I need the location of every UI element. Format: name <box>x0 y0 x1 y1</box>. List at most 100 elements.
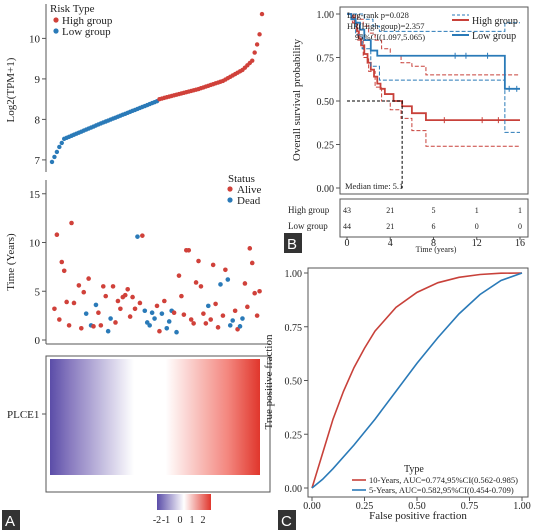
status-point-alive <box>191 321 196 326</box>
roc-curve-5-years <box>311 272 523 489</box>
km-risk-cell: 6 <box>432 222 436 231</box>
km-logrank-text: Log-rank p=0.028 <box>347 10 409 20</box>
status-point-alive <box>210 262 216 268</box>
status-point-alive <box>71 300 77 306</box>
risk-legend-high: High group <box>62 15 113 27</box>
roc-x-label: False positive fraction <box>369 510 467 522</box>
panel-tag-a: A <box>5 513 15 530</box>
roc-y-tick-label: 1.00 <box>285 269 303 280</box>
status-point-alive <box>137 300 143 306</box>
km-risk-cell: 21 <box>386 206 394 215</box>
roc-x-tick-label: 0.50 <box>408 501 426 512</box>
heatmap-key-tick: 0 <box>178 515 183 526</box>
status-point-alive <box>127 314 133 319</box>
heatmap-row-label: PLCE1 <box>7 409 39 421</box>
status-legend-marker-alive <box>227 186 233 192</box>
roc-legend-title: Type <box>404 464 424 475</box>
status-point-alive <box>198 284 204 289</box>
km-hr-text: HR(High goup)=2.357 <box>347 21 425 31</box>
km-y-tick-label: 1.00 <box>317 10 335 21</box>
km-x-tick-label: 16 <box>515 238 525 249</box>
km-risk-cell: 21 <box>386 222 394 231</box>
status-point-alive <box>81 289 87 295</box>
status-point-alive <box>154 303 160 309</box>
status-point-alive <box>69 220 74 226</box>
status-point-alive <box>201 311 206 316</box>
status-point-dead <box>159 311 165 316</box>
status-point-dead <box>237 324 243 329</box>
km-risk-cell: 1 <box>475 206 479 215</box>
status-point-alive <box>196 258 201 264</box>
status-point-alive <box>57 317 62 322</box>
status-point-dead <box>93 302 99 308</box>
roc-panel: True positive fraction 0.00 0.25 0.50 0.75 1… <box>263 267 531 522</box>
status-point-alive <box>186 248 192 253</box>
status-point-alive <box>220 313 226 318</box>
heatmap-color-key <box>157 494 211 510</box>
status-point-alive <box>249 260 255 266</box>
status-point-alive <box>91 324 96 329</box>
heatmap-frame <box>45 355 271 493</box>
risk-y-tick-label: 9 <box>35 74 41 86</box>
status-point-alive <box>103 293 109 299</box>
status-legend-marker-dead <box>227 197 233 203</box>
status-point-alive <box>118 306 123 312</box>
status-point-alive <box>66 323 72 328</box>
roc-legend-5y: 5-Years, AUC=0.582,95%CI(0.454-0.709) <box>369 485 514 495</box>
roc-x-tick-label: 0.25 <box>356 501 374 512</box>
roc-y-label: True positive fraction <box>263 334 275 429</box>
km-x-ticks: 0 4 8 12 16 <box>345 237 525 249</box>
status-point-dead <box>135 234 140 239</box>
km-ci-lower-low <box>347 13 520 133</box>
km-risk-cell: 43 <box>343 206 351 215</box>
km-risk-cell: 0 <box>475 222 479 231</box>
status-point-alive <box>52 306 57 312</box>
status-y-tick-label: 15 <box>29 189 41 201</box>
status-point-dead <box>240 316 245 321</box>
km-risk-table-frame <box>339 198 529 238</box>
km-x-tick-label: 0 <box>345 238 350 249</box>
status-point-alive <box>247 246 253 251</box>
status-point-alive <box>130 294 135 300</box>
roc-x-tick-label: 0.00 <box>303 501 321 512</box>
status-point-alive <box>162 298 167 304</box>
km-ci-upper-low <box>347 13 520 32</box>
km-x-tick-label: 4 <box>388 238 393 249</box>
status-point-alive <box>79 326 84 331</box>
risk-point <box>252 50 257 55</box>
roc-y-tick-label: 0.00 <box>285 484 303 495</box>
status-point-alive <box>257 288 262 294</box>
km-legend: High group Low group <box>452 14 518 42</box>
km-risk-label-low: Low group <box>288 221 328 231</box>
risk-y-label: Log2(TPM+1) <box>5 57 17 122</box>
risk-legend-low: Low group <box>62 26 111 38</box>
status-point-alive <box>110 284 116 289</box>
status-point-dead <box>174 329 179 335</box>
heatmap-key-tick: -1 <box>162 515 170 526</box>
status-point-alive <box>203 321 209 326</box>
km-legend-high: High group <box>472 16 518 27</box>
status-point-alive <box>140 233 145 238</box>
km-legend-low: Low group <box>472 31 516 42</box>
risk-point <box>257 32 262 37</box>
status-point-alive <box>181 312 187 317</box>
status-point-alive <box>86 276 91 281</box>
km-y-tick-label: 0.25 <box>317 141 335 152</box>
risk-legend-marker-low <box>53 28 59 34</box>
status-y-tick-label: 0 <box>35 335 41 347</box>
status-point-alive <box>125 287 130 292</box>
km-risk-cell: 1 <box>518 206 522 215</box>
roc-y-tick-label: 0.75 <box>285 323 303 334</box>
km-curve-low <box>347 13 520 90</box>
risk-point <box>259 11 265 17</box>
status-point-alive <box>76 283 82 288</box>
heatmap-key-ticks: -2 -1 0 1 2 <box>153 515 206 526</box>
heatmap-key-tick: 1 <box>190 515 195 526</box>
status-point-alive <box>193 280 199 285</box>
heatmap-key-tick: 2 <box>201 515 206 526</box>
status-point-alive <box>171 310 177 316</box>
roc-y-tick-label: 0.50 <box>285 377 303 388</box>
status-point-alive <box>223 267 228 273</box>
status-point-dead <box>225 277 231 282</box>
km-y-label: Overall survival probability <box>291 38 303 161</box>
